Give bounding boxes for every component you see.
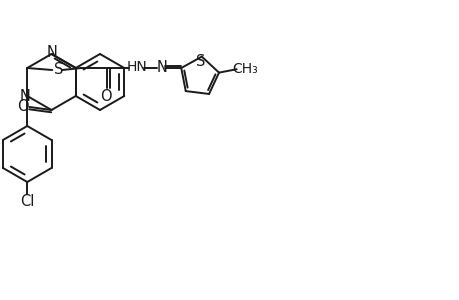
Text: HN: HN [127,60,147,74]
Text: S: S [53,61,63,76]
Text: N: N [47,44,58,59]
Text: N: N [157,59,168,74]
Text: S: S [196,54,205,69]
Text: O: O [17,98,28,113]
Text: Cl: Cl [20,194,34,208]
Text: N: N [20,88,31,104]
Text: CH₃: CH₃ [231,62,257,76]
Text: O: O [100,88,112,104]
